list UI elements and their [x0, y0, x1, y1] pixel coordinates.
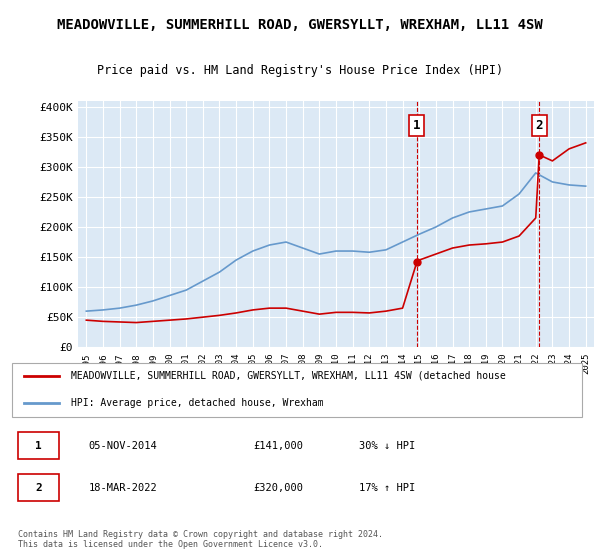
Text: £320,000: £320,000	[253, 483, 303, 493]
Text: 30% ↓ HPI: 30% ↓ HPI	[359, 441, 415, 451]
Text: 05-NOV-2014: 05-NOV-2014	[88, 441, 157, 451]
Text: 1: 1	[413, 119, 421, 132]
Text: 1: 1	[35, 441, 42, 451]
Text: 17% ↑ HPI: 17% ↑ HPI	[359, 483, 415, 493]
Text: 2: 2	[35, 483, 42, 493]
FancyBboxPatch shape	[12, 363, 582, 417]
Text: HPI: Average price, detached house, Wrexham: HPI: Average price, detached house, Wrex…	[71, 398, 323, 408]
Text: Price paid vs. HM Land Registry's House Price Index (HPI): Price paid vs. HM Land Registry's House …	[97, 64, 503, 77]
Text: 18-MAR-2022: 18-MAR-2022	[88, 483, 157, 493]
Text: Contains HM Land Registry data © Crown copyright and database right 2024.
This d: Contains HM Land Registry data © Crown c…	[18, 530, 383, 549]
Text: 2: 2	[535, 119, 543, 132]
FancyBboxPatch shape	[18, 474, 59, 501]
Text: MEADOWVILLE, SUMMERHILL ROAD, GWERSYLLT, WREXHAM, LL11 4SW (detached house: MEADOWVILLE, SUMMERHILL ROAD, GWERSYLLT,…	[71, 371, 505, 381]
Text: MEADOWVILLE, SUMMERHILL ROAD, GWERSYLLT, WREXHAM, LL11 4SW: MEADOWVILLE, SUMMERHILL ROAD, GWERSYLLT,…	[57, 18, 543, 32]
FancyBboxPatch shape	[18, 432, 59, 459]
Text: £141,000: £141,000	[253, 441, 303, 451]
